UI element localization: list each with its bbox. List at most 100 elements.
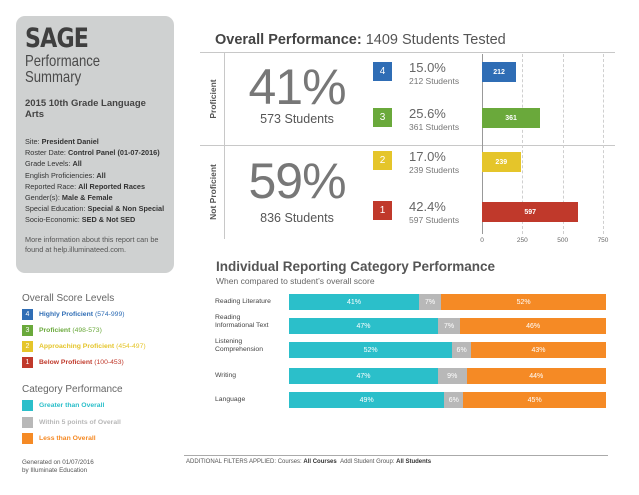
chart-tick-label: 500 (557, 237, 569, 244)
category-label-line1: Writing (215, 372, 237, 379)
meta-label: English Proficiencies: (25, 170, 95, 180)
level-percent: 42.4% (409, 199, 446, 214)
filters-prefix: ADDITIONAL FILTERS APPLIED: (186, 459, 277, 465)
group-label-not-proficient: Not Proficient (208, 164, 218, 220)
score-level-name: Highly Proficient (39, 310, 94, 318)
meta-line: Roster Date: Control Panel (01-07-2016) (25, 147, 165, 158)
category-legend-item: Less than Overall (22, 432, 98, 444)
level-students: 239 Students (409, 165, 460, 175)
level-badge: 1 (373, 201, 392, 220)
score-level-item: 2 Approaching Proficient (454-497) (22, 340, 146, 352)
middle-rule (200, 145, 615, 146)
meta-line: Socio-Economic: SED & Not SED (25, 214, 165, 225)
individual-subtitle: When compared to student’s overall score (216, 276, 375, 286)
chart-gridline (603, 54, 604, 234)
meta-label: Grade Levels: (25, 159, 71, 169)
overall-title-rest: 1409 Students Tested (365, 32, 506, 48)
chart-tick-label: 0 (480, 237, 484, 244)
meta-label: Site: (25, 137, 40, 146)
meta-line: Site: President Daniel (25, 136, 165, 147)
level-badge: 4 (373, 62, 392, 81)
chart-bar: 239 (482, 152, 521, 172)
category-segment-within: 9% (437, 368, 467, 384)
meta-line: Reported Race: All Reported Races (25, 181, 165, 192)
meta-label: Roster Date: (25, 148, 66, 158)
score-level-range: (498-573) (72, 326, 102, 334)
score-levels-title: Overall Score Levels (22, 293, 115, 304)
level-percent: 25.6% (409, 106, 446, 121)
category-segment-within: 6% (452, 342, 472, 358)
filters-courses-label: Courses: (277, 459, 302, 465)
chart-gridline (562, 54, 564, 234)
category-label: Language (215, 396, 245, 404)
meta-line: English Proficiencies: All (25, 170, 165, 181)
proficient-students: 573 Students (260, 112, 334, 126)
generated-line-2: by Illuminate Education (22, 467, 88, 474)
grade-title: 2015 10th Grade Language Arts (25, 98, 146, 120)
overall-title-bold: Overall Performance: (215, 32, 362, 48)
brand-subtitle-1: Performance (25, 53, 101, 70)
category-label-line2: Comprehension (215, 346, 263, 353)
report-meta: Site: President Daniel Roster Date: Contr… (25, 136, 165, 226)
score-level-item: 4 Highly Proficient (574-999) (22, 308, 125, 320)
category-segment-within: 7% (437, 318, 461, 334)
meta-value: SED & Not SED (81, 215, 136, 225)
proficient-percent: 41% (248, 59, 346, 115)
category-legend-swatch (22, 416, 33, 428)
category-segment-less: 43% (471, 342, 606, 358)
meta-label: Socio-Economic: (25, 215, 80, 225)
meta-line: Special Education: Special & Non Special (25, 203, 165, 214)
score-level-range: (454-497) (116, 342, 146, 350)
category-segment-within: 7% (418, 294, 442, 310)
filters-group-label: Addl Student Group: (340, 459, 395, 465)
category-label-line1: Reading (215, 314, 241, 321)
category-label-line1: Language (215, 396, 246, 403)
category-label-line2: Informational Text (215, 322, 269, 329)
score-level-badge: 1 (22, 356, 33, 368)
meta-label: Gender(s): (25, 193, 60, 203)
category-label-line1: Reading Literature (215, 298, 271, 305)
category-segment-greater: 41% (289, 294, 419, 310)
meta-line: Grade Levels: All (25, 158, 165, 169)
category-label: Writing (215, 372, 236, 380)
score-level-item: 1 Below Proficient (100-453) (22, 356, 124, 368)
top-rule (200, 52, 615, 53)
filters-group-value: All Students (396, 459, 432, 465)
score-level-range: (574-999) (95, 310, 125, 318)
meta-label: Reported Race: (25, 181, 77, 191)
meta-value: All Reported Races (78, 181, 146, 191)
category-legend-item: Greater than Overall (22, 399, 106, 411)
category-segment-greater: 47% (289, 368, 438, 384)
score-level-badge: 4 (22, 308, 33, 320)
score-level-name: Below Proficient (39, 358, 93, 366)
category-segment-greater: 49% (289, 392, 445, 408)
not-proficient-students: 836 Students (260, 211, 334, 225)
score-level-badge: 3 (22, 324, 33, 336)
score-level-item: 3 Proficient (498-573) (22, 324, 102, 336)
group-label-proficient: Proficient (208, 79, 218, 119)
score-level-range: (100-453) (94, 358, 124, 366)
score-level-badge: 2 (22, 340, 33, 352)
category-segment-less: 45% (463, 392, 606, 408)
filters-courses-value: All Courses (303, 459, 337, 465)
level-students: 597 Students (409, 215, 460, 225)
level-percent: 17.0% (409, 149, 446, 164)
meta-value: All (72, 159, 82, 169)
category-segment-less: 52% (441, 294, 606, 310)
meta-value: President Daniel (41, 137, 99, 146)
category-segment-less: 44% (466, 368, 606, 384)
filters-applied: ADDITIONAL FILTERS APPLIED: Courses: All… (186, 459, 431, 465)
category-legend-name: Less than Overall (39, 434, 96, 442)
category-segment-within: 6% (444, 392, 464, 408)
individual-title: Individual Reporting Category Performanc… (216, 259, 496, 274)
score-level-name: Proficient (39, 326, 71, 334)
brand-title: SAGE (25, 23, 89, 54)
meta-line: Gender(s): Male & Female (25, 192, 165, 203)
chart-tick-label: 250 (516, 237, 528, 244)
meta-value: Special & Non Special (87, 204, 165, 214)
label-divider (224, 52, 225, 239)
meta-value: Control Panel (01-07-2016) (68, 148, 160, 158)
chart-bar: 212 (482, 62, 517, 82)
score-level-name: Approaching Proficient (39, 342, 115, 350)
category-segment-greater: 47% (289, 318, 438, 334)
